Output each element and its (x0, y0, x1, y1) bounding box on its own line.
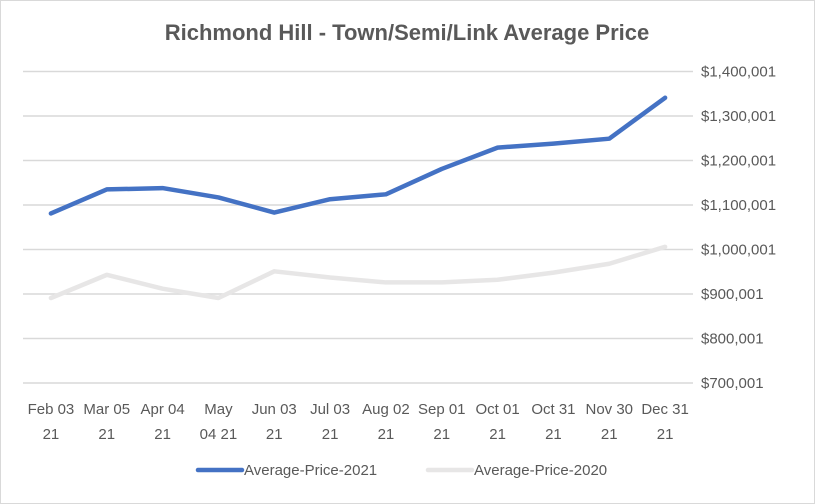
x-tick-label: Mar 05 (83, 401, 130, 418)
x-tick-label: 21 (545, 426, 562, 443)
x-tick-label: 21 (98, 426, 115, 443)
x-tick-label: Sep 01 (418, 401, 466, 418)
y-tick-label: $1,200,001 (701, 153, 776, 170)
x-tick-label: 21 (322, 426, 339, 443)
series-line-average-price-2021 (48, 95, 668, 216)
x-tick-label: Aug 02 (362, 401, 410, 418)
x-tick-label: Jul 03 (310, 401, 350, 418)
x-tick-label: 21 (43, 426, 60, 443)
x-tick-label: 21 (601, 426, 618, 443)
y-tick-label: $1,300,001 (701, 108, 776, 125)
x-tick-label: Dec 31 (641, 401, 689, 418)
chart-title: Richmond Hill - Town/Semi/Link Average P… (165, 20, 650, 45)
y-tick-label: $1,100,001 (701, 197, 776, 214)
y-tick-label: $900,001 (701, 286, 764, 303)
x-tick-label: 04 21 (200, 426, 238, 443)
x-tick-label: 21 (378, 426, 395, 443)
x-tick-label: Feb 03 (28, 401, 75, 418)
y-tick-label: $700,001 (701, 375, 764, 392)
y-tick-label: $1,000,001 (701, 242, 776, 259)
y-tick-label: $1,400,001 (701, 64, 776, 81)
legend-label: Average-Price-2021 (244, 462, 377, 479)
x-tick-label: Oct 01 (475, 401, 519, 418)
legend-label: Average-Price-2020 (474, 462, 607, 479)
x-tick-label: Apr 04 (140, 401, 184, 418)
x-tick-label: 21 (489, 426, 506, 443)
series-line-average-price-2020 (48, 244, 668, 301)
x-tick-label: 21 (266, 426, 283, 443)
x-tick-label: Oct 31 (531, 401, 575, 418)
x-tick-label: 21 (657, 426, 674, 443)
x-tick-label: 21 (433, 426, 450, 443)
x-tick-label: May (204, 401, 233, 418)
x-tick-label: Nov 30 (585, 401, 633, 418)
y-tick-label: $800,001 (701, 331, 764, 348)
x-tick-label: Jun 03 (252, 401, 297, 418)
x-tick-label: 21 (154, 426, 171, 443)
